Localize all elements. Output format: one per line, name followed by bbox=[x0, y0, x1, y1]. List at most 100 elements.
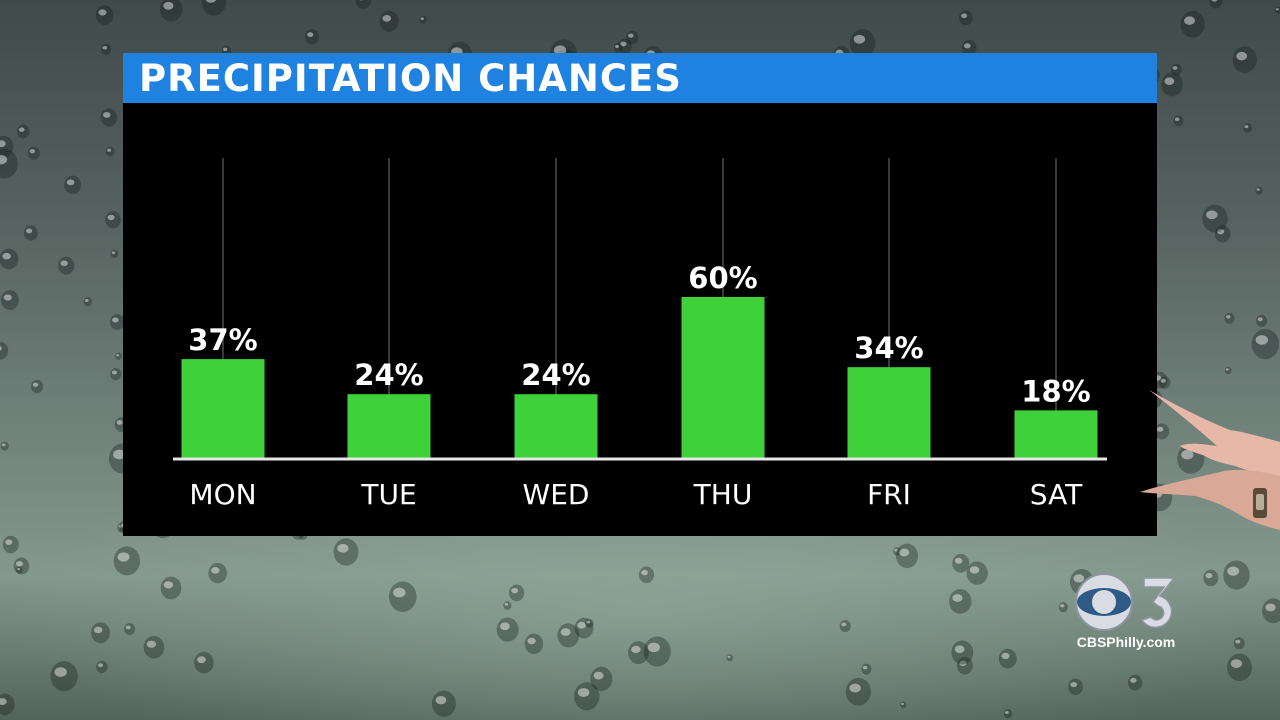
rain-drop bbox=[1232, 46, 1257, 74]
presenter-hand-icon bbox=[1140, 390, 1280, 530]
rain-drop bbox=[194, 651, 214, 674]
rain-drop bbox=[17, 124, 30, 139]
rain-drop bbox=[50, 661, 78, 692]
rain-drop bbox=[160, 576, 182, 600]
rain-drop bbox=[557, 623, 580, 648]
rain-drop bbox=[91, 622, 111, 644]
rain-drop bbox=[13, 557, 30, 575]
rain-drop bbox=[496, 617, 519, 642]
rain-drop bbox=[1214, 225, 1231, 243]
rain-drop bbox=[893, 547, 902, 556]
rain-drop bbox=[1180, 10, 1205, 38]
rain-drop bbox=[845, 677, 871, 706]
rain-drop bbox=[1251, 328, 1280, 360]
rain-drop bbox=[1209, 0, 1223, 9]
category-label: FRI bbox=[867, 478, 911, 511]
rain-drop bbox=[109, 314, 125, 331]
rain-drop bbox=[110, 367, 122, 381]
rain-drop bbox=[1058, 602, 1068, 613]
rain-drop bbox=[1202, 204, 1228, 233]
rain-drop bbox=[957, 656, 973, 675]
rain-drop bbox=[1224, 312, 1235, 324]
rain-drop bbox=[1224, 366, 1232, 375]
rain-drop bbox=[0, 148, 18, 179]
rain-drop bbox=[574, 617, 594, 639]
rain-drop bbox=[1171, 63, 1182, 76]
rain-drop bbox=[900, 701, 907, 709]
rain-drop bbox=[0, 248, 19, 270]
rain-drop bbox=[1227, 653, 1252, 682]
rain-drop bbox=[643, 636, 671, 667]
rain-drop bbox=[1262, 598, 1280, 624]
rain-drop bbox=[1173, 115, 1184, 127]
value-label: 37% bbox=[188, 323, 257, 357]
value-label: 24% bbox=[354, 358, 423, 392]
rain-drop bbox=[23, 225, 38, 241]
bar-fri bbox=[847, 367, 931, 459]
rain-drop bbox=[110, 249, 119, 259]
rain-drop bbox=[1274, 6, 1280, 14]
value-label: 24% bbox=[521, 358, 590, 392]
rain-drop bbox=[105, 146, 115, 157]
rain-drop bbox=[1161, 72, 1183, 97]
rain-drop bbox=[0, 135, 14, 158]
value-label: 60% bbox=[688, 261, 757, 295]
rain-drop bbox=[96, 660, 108, 674]
rain-drop bbox=[305, 29, 319, 45]
rain-drop bbox=[1203, 569, 1219, 587]
rain-drop bbox=[861, 663, 872, 675]
category-label: SAT bbox=[1030, 478, 1083, 511]
rain-drop bbox=[966, 561, 988, 585]
bar-sat bbox=[1014, 410, 1098, 459]
rain-drop bbox=[30, 379, 44, 394]
rain-drop bbox=[1233, 637, 1245, 650]
rain-drop bbox=[101, 43, 112, 55]
rain-drop bbox=[613, 43, 623, 53]
rain-drop bbox=[590, 666, 613, 692]
rain-drop bbox=[16, 566, 23, 574]
value-label: 18% bbox=[1021, 374, 1090, 408]
bar-thu bbox=[681, 297, 765, 459]
rain-drop bbox=[1158, 376, 1171, 389]
rain-drop bbox=[849, 29, 876, 58]
bar-mon bbox=[181, 359, 265, 459]
rain-drop bbox=[1154, 423, 1170, 440]
rain-drop bbox=[64, 175, 82, 195]
rain-drop bbox=[0, 290, 19, 311]
rain-drop bbox=[585, 618, 594, 628]
rain-drop bbox=[0, 441, 9, 451]
rain-drop bbox=[949, 589, 972, 614]
rain-drop bbox=[115, 352, 122, 360]
rain-drop bbox=[333, 538, 359, 566]
rain-drop bbox=[113, 546, 140, 576]
rain-drop bbox=[961, 39, 977, 57]
rain-drop bbox=[626, 30, 639, 45]
rain-drop bbox=[508, 584, 525, 602]
rain-drop bbox=[959, 10, 973, 26]
rain-drop bbox=[83, 297, 93, 307]
rain-drop bbox=[1256, 314, 1268, 327]
rain-drop bbox=[1003, 709, 1013, 719]
cbs-eye-3-logo bbox=[1075, 573, 1176, 631]
rain-drop bbox=[143, 635, 165, 659]
rain-drop bbox=[201, 0, 227, 16]
bar-tue bbox=[347, 394, 431, 459]
rain-drop bbox=[100, 108, 118, 127]
rain-drop bbox=[419, 15, 427, 24]
bar-wed bbox=[514, 394, 598, 459]
chart-panel: PRECIPITATION CHANCES 37% MON 24% TUE 24% WED… bbox=[123, 53, 1157, 536]
rain-drop bbox=[95, 5, 114, 25]
rain-drop bbox=[27, 146, 40, 160]
rain-drop bbox=[355, 0, 372, 9]
rain-drop bbox=[524, 633, 544, 654]
bar-chart: 37% MON 24% TUE 24% WED 60% THU 34% FRI 18% SAT bbox=[173, 158, 1107, 511]
rain-drop bbox=[124, 623, 136, 636]
category-label: WED bbox=[523, 478, 590, 511]
value-label: 34% bbox=[854, 331, 923, 365]
rain-drop bbox=[628, 641, 649, 665]
category-label: MON bbox=[189, 478, 256, 511]
rain-drop bbox=[998, 648, 1017, 669]
rain-drop bbox=[431, 690, 456, 717]
category-label: THU bbox=[693, 478, 753, 511]
rain-drop bbox=[379, 10, 399, 32]
